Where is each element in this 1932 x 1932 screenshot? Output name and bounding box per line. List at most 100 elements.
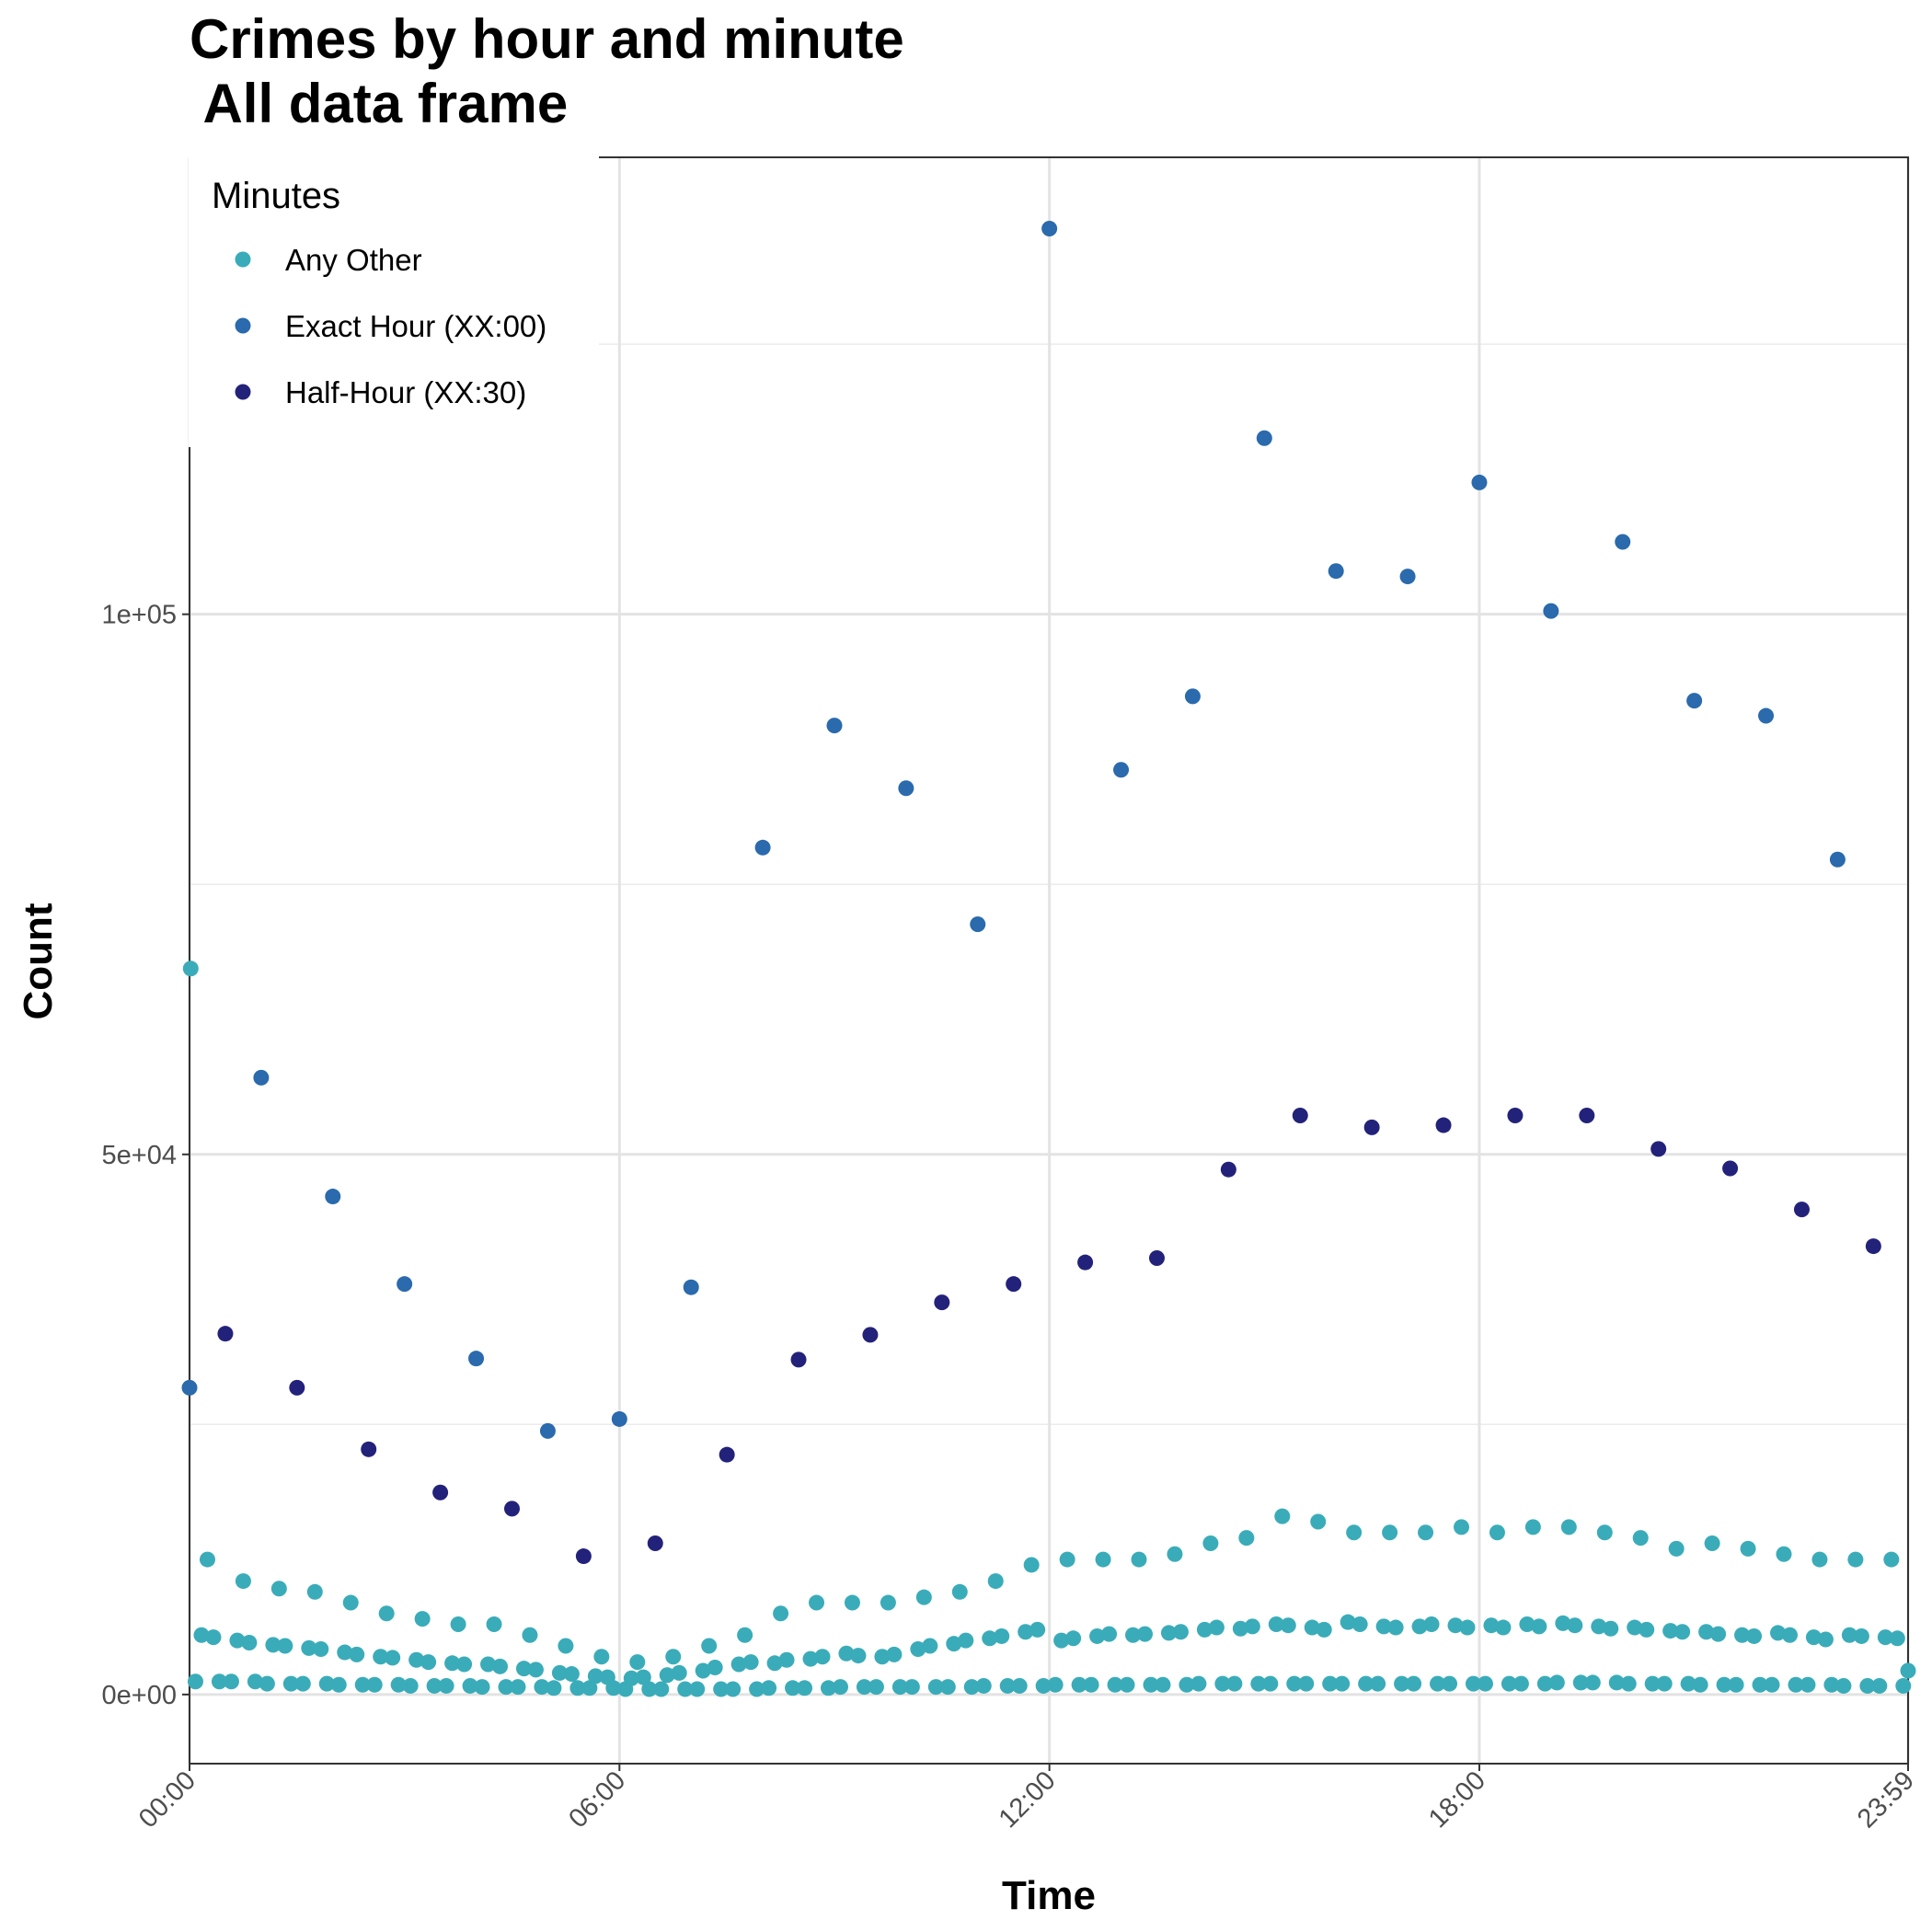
point <box>217 1326 234 1342</box>
point <box>1160 1625 1177 1641</box>
x-axis-title: Time <box>1002 1873 1096 1918</box>
point <box>337 1644 353 1661</box>
point <box>486 1616 502 1633</box>
point <box>1608 1674 1625 1691</box>
point <box>737 1627 753 1643</box>
point <box>1244 1618 1260 1635</box>
point <box>797 1680 813 1696</box>
point <box>1310 1513 1327 1530</box>
point <box>1716 1676 1732 1693</box>
point <box>1501 1675 1517 1692</box>
x-tick-label: 12:00 <box>994 1765 1062 1834</box>
point <box>1442 1675 1458 1692</box>
point <box>444 1655 461 1672</box>
point <box>438 1677 454 1694</box>
point <box>1430 1675 1446 1692</box>
point <box>1202 1535 1219 1551</box>
point <box>1615 534 1631 550</box>
point <box>754 839 771 856</box>
point <box>725 1681 742 1697</box>
point <box>229 1632 246 1649</box>
point <box>1143 1676 1159 1693</box>
point <box>1841 1627 1857 1643</box>
point <box>1788 1676 1804 1693</box>
point <box>1083 1676 1099 1693</box>
point <box>1406 1675 1422 1692</box>
point <box>1418 1524 1434 1541</box>
point <box>1734 1627 1751 1643</box>
point <box>1328 563 1344 580</box>
point <box>1387 1619 1404 1636</box>
point <box>1584 1674 1601 1691</box>
point <box>1770 1625 1787 1641</box>
point <box>1256 430 1272 446</box>
point <box>581 1680 598 1696</box>
point <box>886 1646 903 1662</box>
point <box>1107 1676 1123 1693</box>
legend-marker <box>235 384 251 400</box>
point <box>1477 1675 1493 1692</box>
point <box>480 1656 497 1673</box>
point <box>1041 220 1058 236</box>
point <box>856 1679 872 1696</box>
point <box>1190 1675 1207 1692</box>
point <box>766 1655 783 1672</box>
y-tick-label: 1e+05 <box>102 601 177 630</box>
point <box>1399 569 1416 585</box>
point <box>915 1589 932 1605</box>
point <box>432 1484 449 1501</box>
point <box>1662 1623 1679 1639</box>
point <box>946 1636 962 1652</box>
point <box>390 1676 407 1693</box>
point <box>1077 1254 1094 1271</box>
point <box>665 1649 682 1665</box>
point <box>1370 1675 1386 1692</box>
point <box>1722 1160 1739 1177</box>
point <box>1900 1662 1916 1679</box>
point <box>1883 1551 1900 1568</box>
point <box>1680 1675 1696 1692</box>
point <box>1095 1551 1111 1568</box>
point <box>1656 1675 1673 1692</box>
point <box>1262 1675 1279 1692</box>
point <box>1232 1620 1248 1637</box>
point <box>1155 1676 1171 1693</box>
point <box>330 1676 347 1693</box>
point <box>1758 707 1775 724</box>
point <box>534 1679 550 1696</box>
point <box>1889 1630 1905 1647</box>
point <box>1639 1621 1655 1638</box>
point <box>1125 1627 1142 1643</box>
point <box>975 1677 992 1694</box>
point <box>1895 1677 1912 1694</box>
point <box>510 1679 526 1696</box>
point <box>880 1594 896 1611</box>
point <box>187 1673 203 1690</box>
point <box>939 1679 956 1696</box>
point <box>468 1351 485 1367</box>
point <box>402 1677 419 1694</box>
point <box>289 1379 305 1396</box>
point <box>587 1668 604 1685</box>
point <box>1859 1677 1876 1694</box>
point <box>1167 1546 1183 1562</box>
point <box>826 718 843 734</box>
point <box>558 1638 574 1654</box>
point <box>1113 762 1130 778</box>
point <box>1375 1618 1392 1635</box>
point <box>629 1654 646 1671</box>
point <box>707 1659 723 1675</box>
point <box>1214 1675 1231 1692</box>
point <box>1059 1551 1075 1568</box>
point <box>1006 1276 1022 1293</box>
point <box>205 1629 222 1646</box>
point <box>778 1651 795 1668</box>
point <box>1531 1618 1547 1635</box>
point <box>1148 1249 1165 1266</box>
point <box>1543 603 1559 619</box>
point <box>1644 1675 1661 1692</box>
point <box>301 1639 317 1656</box>
legend-marker <box>235 251 251 268</box>
point <box>1382 1524 1398 1541</box>
point <box>994 1627 1010 1644</box>
